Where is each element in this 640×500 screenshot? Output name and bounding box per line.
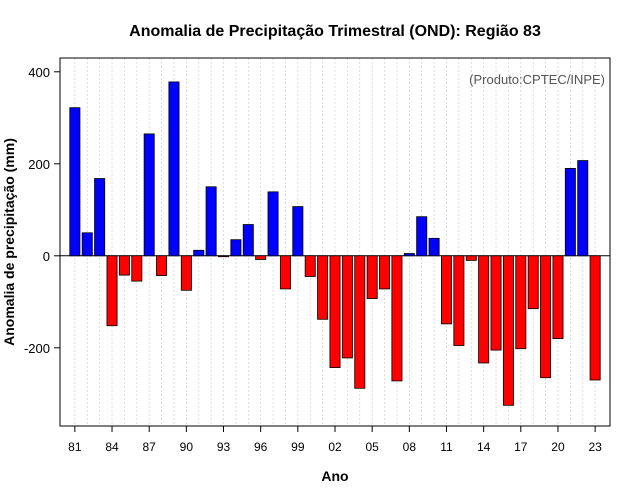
- bar-1997: [267, 191, 279, 257]
- bar-2004: [354, 255, 366, 389]
- x-tick-label: 20: [551, 440, 565, 454]
- bar-1994: [230, 239, 242, 257]
- bar-1986: [131, 255, 143, 282]
- bar-1993: [218, 255, 229, 258]
- y-axis: -200 0 200 400: [24, 65, 60, 356]
- bar-1981: [69, 107, 81, 257]
- bar-2012: [453, 255, 465, 346]
- bar-1992: [205, 186, 217, 257]
- x-tick-label: 11: [440, 440, 453, 454]
- bar-2013: [465, 255, 477, 261]
- bar-2014: [478, 255, 490, 364]
- bar-2002: [329, 255, 341, 368]
- x-tick-label: 02: [328, 440, 342, 454]
- bar-2023: [589, 255, 601, 381]
- bar-1987: [143, 133, 155, 257]
- x-tick-label: 23: [588, 440, 602, 454]
- bar-1988: [156, 255, 168, 276]
- bars: [69, 81, 601, 406]
- bar-1996: [255, 255, 267, 260]
- x-axis: 81 84 87 90 93 96 99 02 05 08 11 14 17 20 23: [68, 426, 602, 454]
- x-tick-label: 96: [254, 440, 268, 454]
- bar-1998: [279, 255, 291, 290]
- bar-2010: [428, 237, 440, 257]
- bar-1985: [118, 255, 130, 276]
- y-tick-label: -200: [24, 341, 50, 356]
- bar-2019: [540, 255, 552, 379]
- bar-1984: [106, 255, 118, 327]
- bar-1982: [81, 232, 93, 257]
- source-note: (Produto:CPTEC/INPE): [469, 72, 605, 87]
- x-tick-label: 08: [403, 440, 417, 454]
- x-tick-label: 05: [365, 440, 379, 454]
- x-tick-label: 81: [68, 440, 82, 454]
- bar-2016: [502, 255, 514, 406]
- chart-title: Anomalia de Precipitação Trimestral (OND…: [129, 23, 541, 40]
- x-tick-label: 99: [291, 440, 305, 454]
- x-tick-label: 17: [514, 440, 528, 454]
- y-tick-label: 0: [43, 249, 50, 264]
- bar-2006: [379, 255, 391, 290]
- x-axis-title: Ano: [321, 468, 348, 484]
- x-tick-label: 87: [143, 440, 157, 454]
- bar-2008: [403, 253, 415, 257]
- bar-2018: [527, 255, 539, 310]
- y-axis-title: Anomalia de precipitação (mm): [1, 138, 17, 346]
- bar-1999: [292, 206, 304, 257]
- bar-1990: [180, 255, 192, 291]
- x-tick-label: 14: [477, 440, 491, 454]
- bar-2003: [341, 255, 353, 359]
- bar-2009: [416, 216, 428, 257]
- bar-2000: [304, 255, 316, 277]
- y-tick-label: 200: [28, 157, 50, 172]
- bar-2007: [391, 255, 403, 382]
- bar-2021: [564, 167, 576, 257]
- bar-2005: [366, 255, 378, 299]
- y-tick-label: 400: [28, 65, 50, 80]
- bar-2011: [441, 255, 452, 325]
- bar-2022: [577, 160, 589, 257]
- bar-1991: [193, 249, 205, 257]
- bar-1983: [94, 178, 106, 257]
- x-tick-label: 84: [105, 440, 119, 454]
- bar-2015: [490, 255, 502, 351]
- bar-2020: [552, 255, 564, 340]
- bar-2017: [515, 255, 527, 350]
- x-tick-label: 90: [180, 440, 194, 454]
- bar-2001: [317, 255, 329, 320]
- x-tick-label: 93: [217, 440, 231, 454]
- bar-1989: [168, 81, 180, 257]
- bar-1995: [242, 224, 254, 257]
